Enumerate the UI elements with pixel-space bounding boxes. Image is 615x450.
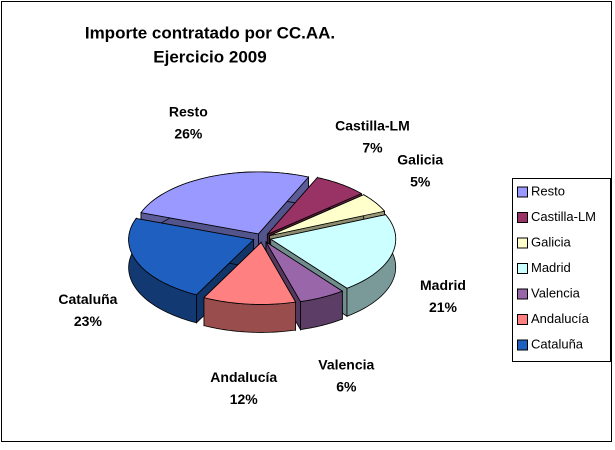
legend-label: Galicia — [531, 234, 572, 249]
slice-value-label: 7% — [362, 140, 383, 156]
slice-top — [203, 241, 297, 305]
slice-value-label: 5% — [410, 174, 431, 190]
legend-label: Valencia — [531, 285, 581, 300]
slice-value-label: 21% — [429, 299, 458, 315]
chart-title: Importe contratado por CC.AA. — [85, 23, 335, 42]
slice-top — [140, 171, 310, 235]
slice-label: Valencia — [318, 356, 374, 372]
slice-label: Cataluña — [58, 291, 117, 307]
slice-label: Andalucía — [210, 369, 277, 385]
legend-label: Castilla-LM — [531, 209, 596, 224]
slice-top — [269, 194, 386, 237]
slice-top — [128, 217, 255, 296]
legend-swatch — [517, 339, 528, 351]
legend-swatch — [517, 186, 528, 198]
legend-swatch — [517, 314, 528, 325]
legend-swatch — [517, 288, 528, 300]
slice — [203, 240, 297, 333]
legend-box — [512, 178, 611, 362]
slice-label: Galicia — [397, 152, 443, 168]
slice-label: Castilla-LM — [335, 118, 410, 134]
slice-value-label: 12% — [230, 391, 259, 407]
slice-top — [267, 177, 363, 235]
legend-label: Madrid — [531, 260, 571, 275]
slice-label: Madrid — [420, 277, 466, 293]
slice-value-label: 23% — [74, 313, 103, 329]
legend-label: Andalucía — [531, 311, 590, 326]
legend-swatch — [517, 263, 528, 274]
legend-label: Resto — [531, 183, 565, 198]
slice-value-label: 6% — [336, 378, 357, 394]
slice-top — [265, 241, 344, 303]
slice-value-label: 26% — [174, 126, 203, 142]
legend-swatch — [517, 212, 528, 223]
slice-top — [269, 214, 397, 289]
legend-label: Cataluña — [531, 336, 584, 351]
chart-subtitle: Ejercicio 2009 — [153, 47, 266, 66]
legend-swatch — [517, 237, 528, 249]
slice-label: Resto — [169, 104, 208, 120]
slice — [128, 217, 255, 324]
